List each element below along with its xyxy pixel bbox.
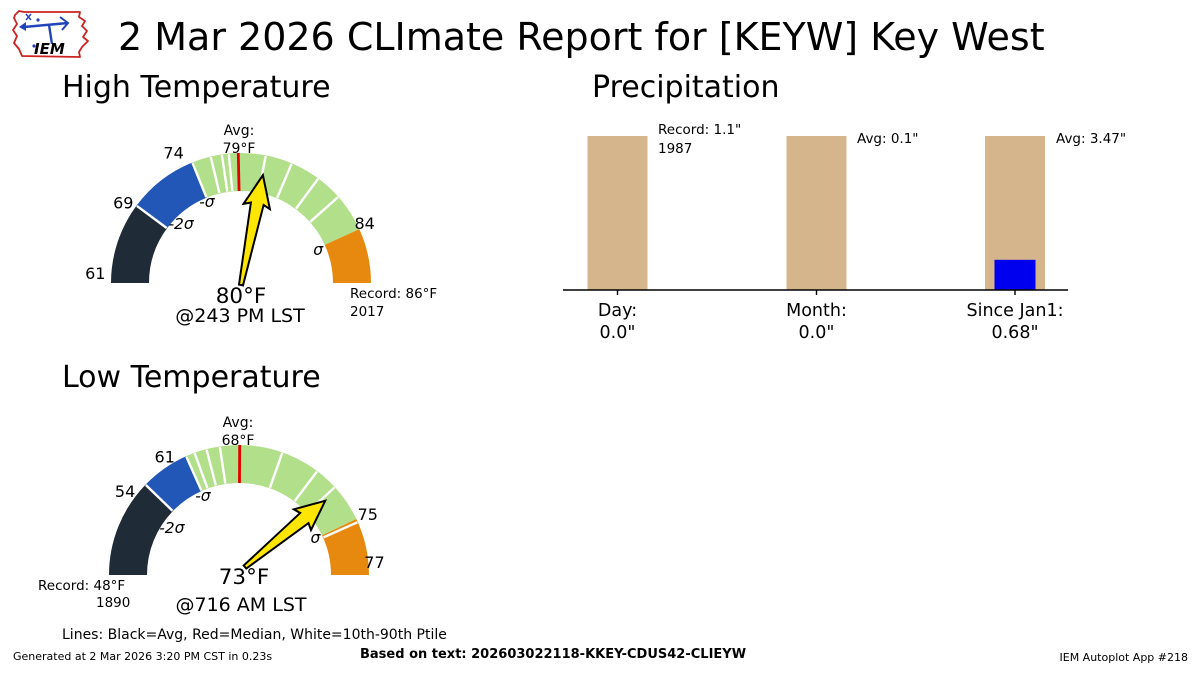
low_temp-sigma-label-2: σ	[311, 529, 322, 547]
high_temp-median-line	[236, 152, 241, 192]
high_temp-tick-label-84: 84	[354, 214, 374, 233]
high_temp-sigma-label-1: -σ	[199, 193, 216, 211]
page-title: 2 Mar 2026 CLImate Report for [KEYW] Key…	[118, 15, 1045, 59]
high_temp-avg-label-line1: Avg:	[224, 123, 255, 139]
high_temp-value-label: 80°F	[216, 284, 266, 309]
low_temp-percentile-line-4	[218, 446, 227, 484]
low_temp-time-label: @716 AM LST	[176, 594, 307, 616]
high_temp-band-above-sigma	[324, 229, 371, 283]
footer-app-id: IEM Autoplot App #218	[1059, 651, 1189, 664]
gauge-lines-legend: Lines: Black=Avg, Red=Median, White=10th…	[62, 627, 447, 643]
high_temp-band-minus1-to-plus1-sigma	[192, 153, 360, 245]
footer-generated-text: Generated at 2 Mar 2026 3:20 PM CST in 0…	[13, 650, 273, 663]
high_temp-time-label: @243 PM LST	[175, 305, 305, 327]
precipitation-annotation-1-line1: Avg: 0.1"	[857, 131, 919, 147]
low_temp-percentile-line-5	[268, 452, 284, 489]
low_temp-percentile-line-3	[205, 449, 218, 486]
low_temp-needle	[242, 499, 328, 570]
low_temp-avg-label-line2: 68°F	[222, 433, 255, 449]
precipitation-category-value-2: 0.68"	[991, 323, 1038, 343]
low_temp-percentile-line-8	[323, 521, 358, 539]
iem-logo: IEM	[12, 10, 89, 58]
precipitation-annotation-0-line2: 1987	[658, 141, 692, 157]
high_temp-tick-label-61: 61	[85, 264, 105, 283]
low_temp-tick-label-61: 61	[155, 448, 175, 467]
low_temp-tick-label-54: 54	[115, 482, 135, 501]
high_temp-needle	[237, 172, 272, 287]
precipitation-category-value-0: 0.0"	[600, 323, 636, 343]
precipitation-annotation-2-line1: Avg: 3.47"	[1056, 131, 1126, 147]
low_temp-percentile-line-0	[145, 484, 174, 512]
low_temp-tick-label-77: 77	[364, 553, 384, 572]
section-title-high-temperature: High Temperature	[62, 70, 331, 105]
high_temp-tick-label-69: 69	[113, 194, 133, 213]
section-title-low-temperature: Low Temperature	[62, 360, 321, 395]
high_temp-percentile-line-0	[136, 205, 168, 229]
low_temp-record-label-line1: Record: 48°F	[38, 578, 125, 594]
high_temp-percentile-line-1	[191, 162, 208, 198]
low_temp-record-label-line2: 1890	[96, 595, 130, 611]
low_temp-percentile-line-6	[293, 470, 318, 502]
precipitation-category-label-1: Month:	[786, 301, 847, 321]
low_temp-avg-label-line1: Avg:	[223, 415, 254, 431]
low_temp-band-below-2sigma	[109, 484, 173, 575]
low_temp-sigma-label-0: -2σ	[159, 519, 185, 537]
high_temp-band-minus2-to-minus1-sigma	[136, 162, 207, 229]
high_temp-tick-label-74: 74	[163, 143, 183, 162]
precipitation-value-bar-2	[994, 259, 1036, 290]
high_temp-percentile-line-8	[309, 196, 339, 223]
high_temp-record-label-line1: Record: 86°F	[350, 286, 437, 302]
high_temp-avg-label-line2: 79°F	[223, 141, 256, 157]
high_temp-band-below-2sigma	[111, 205, 168, 283]
precipitation-category-value-1: 0.0"	[799, 323, 835, 343]
high_temp-percentile-line-2	[209, 156, 221, 194]
precipitation-annotation-0-line1: Record: 1.1"	[658, 122, 741, 138]
high_temp-percentile-line-4	[227, 153, 234, 192]
iem-logo-text: IEM	[34, 40, 65, 58]
precipitation-reference-bar-1	[786, 136, 847, 290]
precipitation-category-label-2: Since Jan1:	[966, 301, 1063, 321]
weathervane-icon	[19, 13, 70, 48]
high_temp-percentile-line-7	[295, 178, 319, 210]
low_temp-percentile-line-1	[185, 456, 203, 491]
precipitation-category-label-0: Day:	[598, 301, 637, 321]
footer-based-on-text: Based on text: 202603022118-KKEY-CDUS42-…	[360, 647, 747, 662]
low_temp-tick-label-75: 75	[358, 505, 378, 524]
precipitation-reference-bar-0	[587, 136, 648, 290]
high_temp-percentile-line-3	[220, 154, 229, 192]
high_temp-sigma-label-0: -2σ	[168, 215, 194, 233]
high_temp-record-label-line2: 2017	[350, 304, 384, 320]
low_temp-percentile-line-2	[193, 452, 209, 489]
low_temp-sigma-label-1: -σ	[195, 487, 212, 505]
low_temp-value-label: 73°F	[219, 565, 269, 590]
high_temp-percentile-line-6	[276, 163, 293, 199]
high_temp-sigma-label-2: σ	[313, 241, 324, 259]
section-title-precipitation: Precipitation	[592, 70, 780, 105]
